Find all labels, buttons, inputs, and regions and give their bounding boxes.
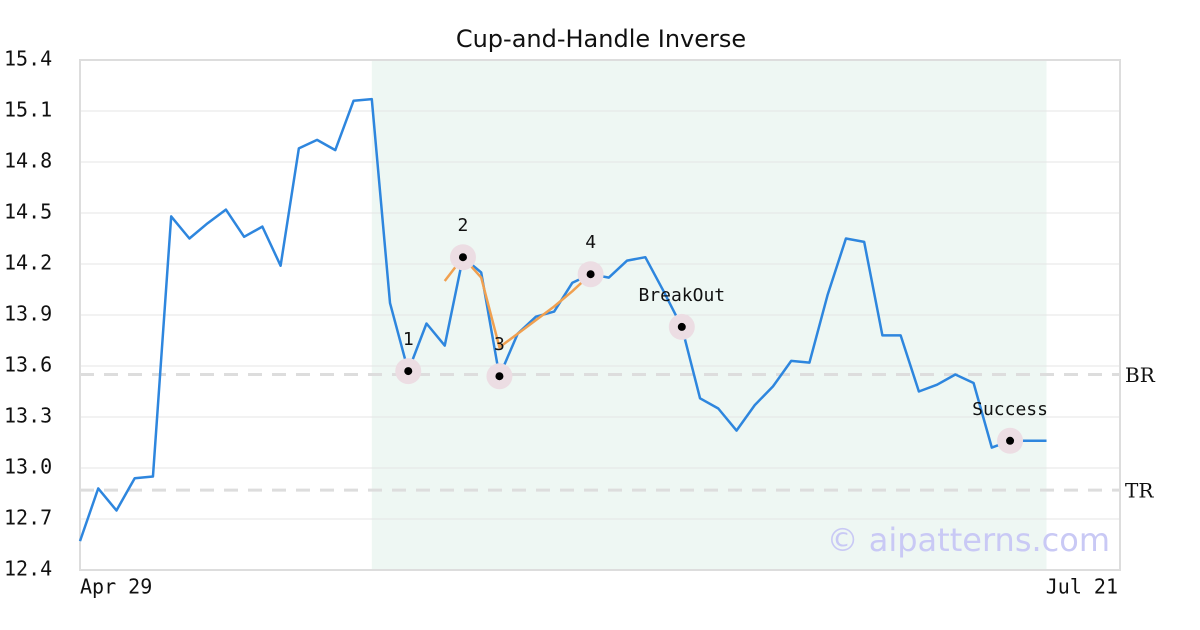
y-tick-label: 12.7 — [4, 506, 52, 530]
x-tick-label: Apr 29 — [80, 575, 152, 599]
reference-label: BR — [1125, 363, 1156, 387]
y-tick-label: 14.8 — [4, 149, 52, 173]
y-tick-label: 13.3 — [4, 404, 52, 428]
annotation-dot — [586, 270, 595, 279]
annotation-dot — [677, 322, 686, 331]
y-tick-label: 14.2 — [4, 251, 52, 275]
annotation-dot — [404, 367, 413, 376]
watermark: © aipatterns.com — [827, 521, 1110, 559]
chart-title: Cup-and-Handle Inverse — [456, 25, 746, 53]
plot-frame — [79, 59, 1121, 571]
annotation-label: 2 — [458, 215, 469, 236]
y-tick-label: 13.6 — [4, 353, 52, 377]
annotation-label: 4 — [585, 232, 596, 253]
y-tick-label: 12.4 — [4, 557, 52, 581]
x-tick-label: Jul 21 — [1046, 575, 1118, 599]
y-tick-label: 15.4 — [4, 47, 52, 71]
y-tick-label: 14.5 — [4, 200, 52, 224]
y-tick-label: 13.9 — [4, 302, 52, 326]
annotation-label: 3 — [494, 334, 505, 355]
annotation-label: Success — [972, 399, 1048, 420]
price-line — [78, 97, 1047, 542]
annotation-label: 1 — [403, 329, 414, 350]
y-tick-label: 15.1 — [4, 98, 52, 122]
annotation-dot — [458, 253, 467, 262]
y-tick-label: 13.0 — [4, 455, 52, 479]
reference-label: TR — [1125, 479, 1154, 503]
annotation-dot — [495, 372, 504, 381]
annotation-dot — [1006, 436, 1015, 445]
annotation-label: BreakOut — [638, 285, 725, 306]
